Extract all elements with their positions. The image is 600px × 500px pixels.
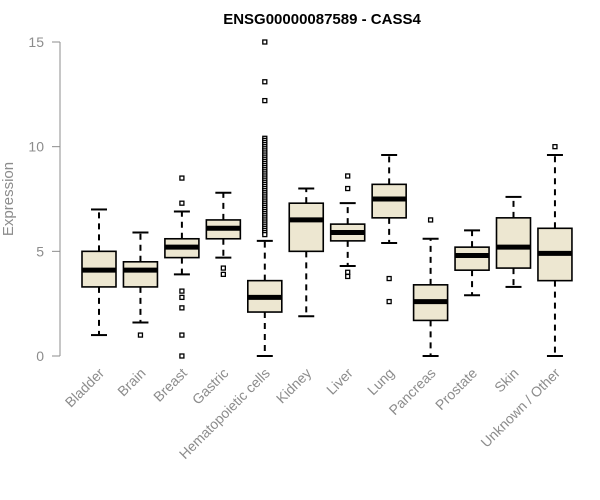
outlier-point xyxy=(179,294,185,301)
box-kidney xyxy=(288,187,325,318)
outlier-point xyxy=(262,231,268,238)
box-liver xyxy=(329,173,366,280)
box-body xyxy=(454,246,490,271)
chart-title: ENSG00000087589 - CASS4 xyxy=(223,11,421,28)
x-tick-label: Skin xyxy=(491,365,522,396)
outlier-point xyxy=(179,353,185,359)
outlier-point xyxy=(345,185,351,192)
box-brain xyxy=(122,231,159,338)
y-tick-label: 5 xyxy=(36,243,44,259)
box-skin xyxy=(495,195,532,288)
outlier-point xyxy=(345,173,351,179)
outlier-point xyxy=(179,305,185,311)
box-body xyxy=(495,217,532,269)
box-bladder xyxy=(81,208,117,337)
outlier-point xyxy=(179,200,185,206)
box-prostate xyxy=(454,229,490,297)
y-axis: 0 5 10 15 xyxy=(28,34,61,364)
outlier-point xyxy=(262,79,268,85)
box-pancreas xyxy=(412,217,449,357)
outlier-point xyxy=(345,269,351,275)
y-tick-label: 0 xyxy=(36,348,44,364)
box-body xyxy=(122,260,159,288)
outlier-point xyxy=(552,144,558,150)
y-tick-label: 15 xyxy=(28,34,44,50)
x-tick-label: Kidney xyxy=(273,365,315,407)
outlier-point xyxy=(220,265,227,271)
outlier-point xyxy=(262,97,268,104)
x-tick-label: Unknown / Other xyxy=(477,365,563,451)
outlier-point xyxy=(386,275,392,282)
y-tick-label: 10 xyxy=(28,139,44,155)
outlier-point xyxy=(427,217,434,223)
outlier-point xyxy=(179,288,185,294)
outlier-point xyxy=(179,175,185,181)
box-body xyxy=(288,202,325,253)
box-hematopoietic-cells xyxy=(247,39,283,357)
x-tick-label: Bladder xyxy=(62,365,108,411)
x-tick-label: Brain xyxy=(114,365,148,399)
outlier-point xyxy=(179,332,185,338)
x-tick-label: Lung xyxy=(364,365,397,398)
box-unknown-other xyxy=(537,144,573,357)
outlier-point xyxy=(262,39,268,45)
y-axis-label: Expression xyxy=(0,162,17,236)
x-tick-label: Breast xyxy=(150,365,190,405)
outlier-point xyxy=(386,298,392,305)
x-tick-label: Liver xyxy=(323,365,356,398)
box-lung xyxy=(371,154,407,305)
box-gastric xyxy=(205,191,242,278)
plot-area xyxy=(81,39,573,359)
x-tick-label: Prostate xyxy=(432,365,480,413)
outlier-point xyxy=(137,332,144,338)
box-breast xyxy=(164,175,200,359)
outlier-point xyxy=(345,273,351,280)
outlier-point xyxy=(220,271,227,278)
